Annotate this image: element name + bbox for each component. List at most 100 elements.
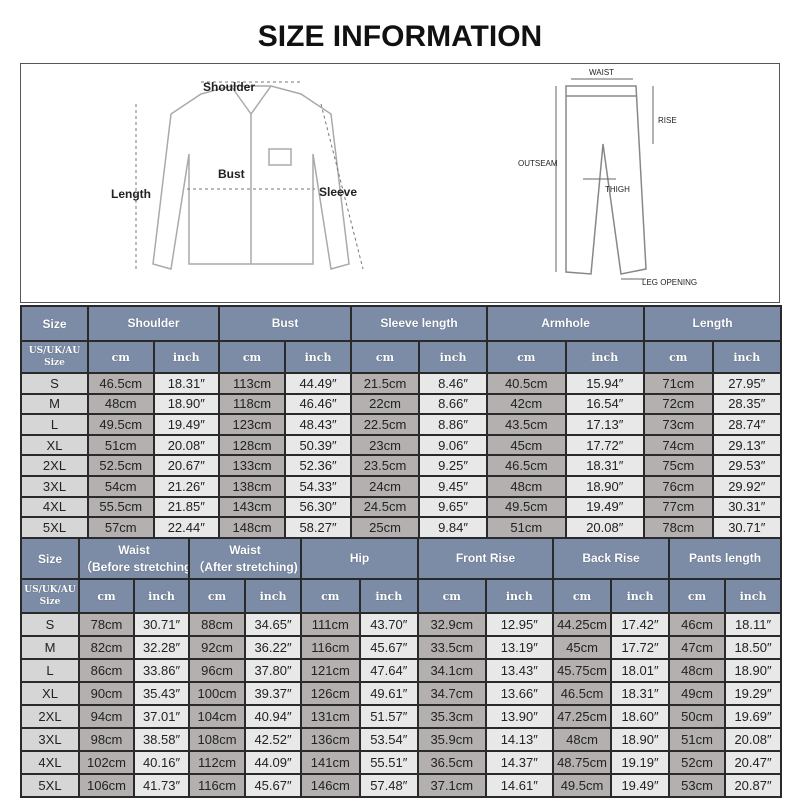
inch-value-cell: 40.94″ — [244, 704, 303, 729]
column-group-header: Length — [643, 305, 783, 342]
top-size-table: Size Shoulder Bust Sleeve length Armhole Leng… — [20, 305, 783, 539]
unit-cm-header: cm — [486, 340, 567, 374]
inch-value-cell: 9.06″ — [418, 433, 489, 457]
inch-value-cell: 41.73″ — [132, 773, 191, 798]
unit-cm-header: cm — [350, 340, 421, 374]
unit-inch-header: inch — [152, 340, 221, 374]
sleeve-label: Sleeve — [319, 185, 358, 199]
size-cell: 3XL — [20, 474, 89, 498]
length-label: Length — [111, 187, 151, 201]
size-subheader: US/UK/AU Size — [20, 578, 80, 614]
inch-value-cell: 21.26″ — [152, 474, 221, 498]
cm-value-cell: 53cm — [668, 773, 727, 798]
inch-value-cell: 45.67″ — [358, 635, 420, 660]
inch-value-cell: 22.44″ — [152, 516, 221, 539]
size-cell: 5XL — [20, 773, 80, 798]
table-row: 5XL 106cm 41.73″ 116cm 45.67″ 146cm 57.48″ 37.1… — [20, 773, 783, 798]
inch-value-cell: 20.87″ — [724, 773, 783, 798]
inch-value-cell: 9.84″ — [418, 516, 489, 539]
inch-value-cell: 13.90″ — [484, 704, 555, 729]
column-group-header: Armhole — [486, 305, 646, 342]
thigh-label: THIGH — [605, 185, 630, 194]
inch-value-cell: 9.45″ — [418, 474, 489, 498]
shirt-illustration — [135, 81, 364, 270]
inch-value-cell: 17.72″ — [564, 433, 646, 457]
inch-value-cell: 19.29″ — [724, 681, 783, 706]
cm-value-cell: 111cm — [300, 612, 361, 637]
cm-value-cell: 52cm — [668, 750, 727, 775]
shoulder-label: Shoulder — [203, 80, 256, 94]
inch-value-cell: 9.65″ — [418, 495, 489, 519]
cm-value-cell: 24cm — [350, 474, 421, 498]
inch-value-cell: 30.31″ — [711, 495, 783, 519]
inch-value-cell: 48.43″ — [284, 413, 353, 436]
inch-value-cell: 19.49″ — [610, 773, 671, 798]
cm-value-cell: 23cm — [350, 433, 421, 457]
inch-value-cell: 18.31″ — [564, 454, 646, 477]
inch-value-cell: 56.30″ — [284, 495, 353, 519]
cm-value-cell: 136cm — [300, 727, 361, 752]
inch-value-cell: 13.19″ — [484, 635, 555, 660]
cm-value-cell: 40.5cm — [486, 372, 567, 395]
cm-value-cell: 33.5cm — [417, 635, 487, 660]
inch-value-cell: 17.42″ — [610, 612, 671, 637]
cm-value-cell: 44.25cm — [552, 612, 613, 637]
cm-value-cell: 76cm — [643, 474, 714, 498]
inch-value-cell: 14.61″ — [484, 773, 555, 798]
table-row: S 78cm 30.71″ 88cm 34.65″ 111cm 43.70″ 32.9cm 12… — [20, 612, 783, 637]
inch-value-cell: 21.85″ — [152, 495, 221, 519]
cm-value-cell: 48cm — [668, 658, 727, 683]
size-cell: S — [20, 372, 89, 395]
inch-value-cell: 18.31″ — [152, 372, 221, 395]
cm-value-cell: 78cm — [643, 516, 714, 539]
cm-value-cell: 42cm — [486, 392, 567, 416]
inch-value-cell: 44.09″ — [244, 750, 303, 775]
table-row: 2XL 52.5cm 20.67″ 133cm 52.36″ 23.5cm 9.25″ 46.… — [20, 454, 783, 477]
inch-value-cell: 18.50″ — [724, 635, 783, 660]
inch-value-cell: 29.53″ — [711, 454, 783, 477]
table-row: 4XL 55.5cm 21.85″ 143cm 56.30″ 24.5cm 9.65″ 49.… — [20, 495, 783, 519]
column-group-header: Front Rise — [417, 537, 555, 580]
inch-value-cell: 43.70″ — [358, 612, 420, 637]
inch-value-cell: 20.08″ — [564, 516, 646, 539]
size-cell: S — [20, 612, 80, 637]
cm-value-cell: 57cm — [87, 516, 155, 539]
inch-value-cell: 18.01″ — [610, 658, 671, 683]
cm-value-cell: 116cm — [188, 773, 247, 798]
inch-value-cell: 8.46″ — [418, 372, 489, 395]
cm-value-cell: 49cm — [668, 681, 727, 706]
inch-value-cell: 30.71″ — [711, 516, 783, 539]
cm-value-cell: 77cm — [643, 495, 714, 519]
cm-value-cell: 73cm — [643, 413, 714, 436]
size-cell: 3XL — [20, 727, 80, 752]
cm-value-cell: 143cm — [218, 495, 287, 519]
cm-value-cell: 45cm — [486, 433, 567, 457]
cm-value-cell: 35.9cm — [417, 727, 487, 752]
inch-value-cell: 18.90″ — [610, 727, 671, 752]
size-cell: XL — [20, 681, 80, 706]
column-group-header: Bust — [218, 305, 353, 342]
inch-value-cell: 19.49″ — [152, 413, 221, 436]
inch-value-cell: 27.95″ — [711, 372, 783, 395]
inch-value-cell: 50.39″ — [284, 433, 353, 457]
unit-inch-header: inch — [284, 340, 353, 374]
table-row: M 48cm 18.90″ 118cm 46.46″ 22cm 8.66″ 42cm 16.54… — [20, 392, 783, 416]
cm-value-cell: 47.25cm — [552, 704, 613, 729]
inch-value-cell: 13.66″ — [484, 681, 555, 706]
inch-value-cell: 14.13″ — [484, 727, 555, 752]
cm-value-cell: 72cm — [643, 392, 714, 416]
inch-value-cell: 33.86″ — [132, 658, 191, 683]
unit-inch-header: inch — [244, 578, 303, 614]
cm-value-cell: 55.5cm — [87, 495, 155, 519]
cm-value-cell: 54cm — [87, 474, 155, 498]
table-row: 3XL 54cm 21.26″ 138cm 54.33″ 24cm 9.45″ 48cm 18.… — [20, 474, 783, 498]
cm-value-cell: 51cm — [668, 727, 727, 752]
page-title: SIZE INFORMATION — [257, 20, 543, 53]
column-group-header: Waist （After stretching) — [188, 537, 303, 580]
cm-value-cell: 138cm — [218, 474, 287, 498]
cm-value-cell: 98cm — [78, 727, 135, 752]
unit-cm-header: cm — [668, 578, 727, 614]
unit-inch-header: inch — [484, 578, 555, 614]
inch-value-cell: 39.37″ — [244, 681, 303, 706]
inch-value-cell: 18.90″ — [724, 658, 783, 683]
